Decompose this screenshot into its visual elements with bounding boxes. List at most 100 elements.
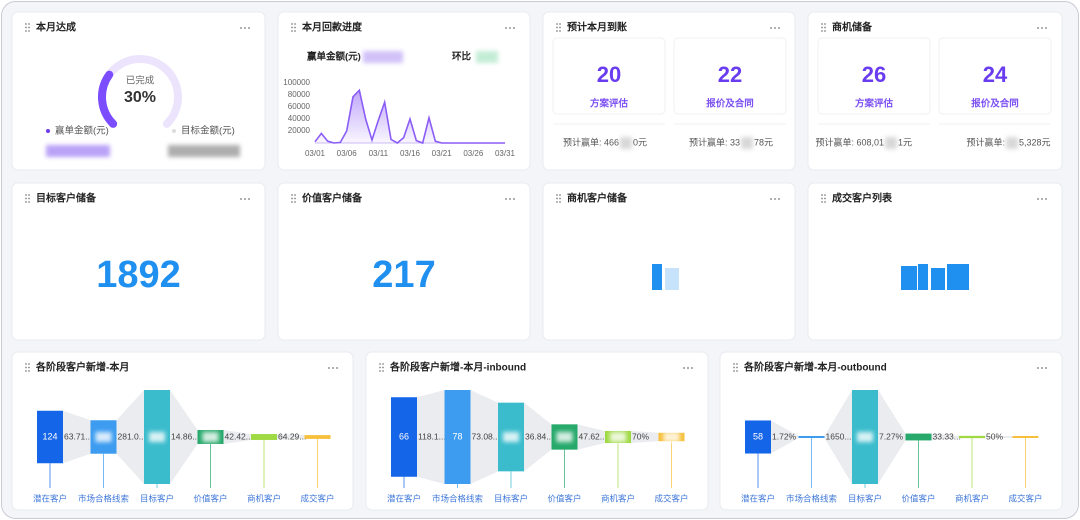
drag-handle-dot bbox=[559, 194, 561, 196]
metric-name: 方案评估 bbox=[855, 98, 894, 110]
drag-handle-dot bbox=[28, 197, 30, 200]
drag-handle-dot bbox=[294, 30, 296, 32]
conversion-rate: 1.72% bbox=[772, 431, 797, 441]
x-tick-label: 03/16 bbox=[400, 149, 421, 158]
drag-handle-dot bbox=[559, 201, 561, 203]
more-menu-dot bbox=[332, 367, 334, 369]
more-menu-dot bbox=[244, 198, 246, 200]
masked-value bbox=[620, 137, 632, 149]
masked-value bbox=[1006, 137, 1018, 149]
drag-handle-dot bbox=[824, 194, 826, 196]
more-menu-dot bbox=[248, 198, 250, 200]
x-tick-label: 03/11 bbox=[369, 149, 389, 158]
label: 环比 bbox=[452, 51, 472, 63]
more-menu-dot bbox=[1037, 198, 1039, 200]
funnel-connector bbox=[771, 420, 799, 454]
masked-number bbox=[652, 264, 662, 290]
card-title: 各阶段客户新增-本月 bbox=[35, 361, 129, 374]
masked-value bbox=[663, 432, 680, 442]
drag-handle-dot bbox=[736, 363, 738, 365]
funnel-connector bbox=[170, 390, 198, 484]
more-menu-dot bbox=[240, 27, 242, 29]
stage-label: 商机客户 bbox=[247, 493, 281, 503]
footer-text: 预计赢单: 33 bbox=[689, 136, 740, 147]
more-menu-dot bbox=[1041, 367, 1043, 369]
more-menu-dot bbox=[1045, 367, 1047, 369]
drag-handle-dot bbox=[25, 370, 27, 372]
drag-handle-dot bbox=[291, 197, 293, 200]
drag-handle-dot bbox=[291, 26, 293, 29]
stage-label: 目标客户 bbox=[140, 493, 174, 503]
card-title: 本月回款进度 bbox=[302, 21, 363, 34]
more-menu-dot bbox=[513, 198, 515, 200]
bar bbox=[251, 434, 277, 440]
stage-label: 潜在客户 bbox=[741, 493, 775, 503]
funnel-connector bbox=[878, 390, 906, 484]
funnel-connector bbox=[524, 402, 552, 472]
drag-handle-dot bbox=[382, 363, 384, 365]
drag-handle-dot bbox=[821, 197, 823, 200]
more-menu-dot bbox=[774, 198, 776, 200]
conversion-rate: 33.33... bbox=[933, 431, 961, 441]
more-menu-dot bbox=[509, 198, 511, 200]
metric-name: 报价及合同 bbox=[971, 98, 1019, 110]
card-title: 预计本月到账 bbox=[567, 21, 627, 34]
gauge-value: 30% bbox=[124, 89, 156, 106]
stage-label: 市场合格线索 bbox=[786, 493, 837, 503]
masked-value bbox=[95, 432, 112, 442]
drag-handle-dot bbox=[291, 201, 293, 203]
conversion-rate: 73.08... bbox=[472, 431, 500, 441]
stage-label: 目标客户 bbox=[494, 493, 528, 503]
x-tick-label: 03/26 bbox=[463, 149, 484, 158]
more-menu-dot bbox=[328, 367, 330, 369]
footer-text: 0元 bbox=[633, 137, 647, 147]
more-menu-dot bbox=[240, 198, 242, 200]
more-menu-dot bbox=[505, 198, 507, 200]
card-title: 本月达成 bbox=[36, 21, 76, 34]
more-menu-dot bbox=[1041, 198, 1043, 200]
drag-handle-dot bbox=[25, 201, 27, 203]
drag-handle-dot bbox=[559, 30, 561, 32]
drag-handle-dot bbox=[556, 30, 558, 32]
drag-handle-dot bbox=[291, 30, 293, 32]
more-menu-dot bbox=[244, 27, 246, 29]
drag-handle-dot bbox=[824, 201, 826, 203]
conversion-rate: 70% bbox=[632, 431, 649, 441]
footer-text: 预计赢单: bbox=[966, 136, 1005, 147]
drag-handle-dot bbox=[379, 370, 381, 372]
stage-label: 目标客户 bbox=[848, 493, 882, 503]
x-tick-label: 03/06 bbox=[337, 149, 358, 158]
more-menu-dot bbox=[509, 27, 511, 29]
footer-text: 1元 bbox=[898, 137, 912, 147]
drag-handle-dot bbox=[556, 23, 558, 25]
legend-swatch bbox=[172, 129, 176, 133]
more-menu-dot bbox=[687, 367, 689, 369]
conversion-rate: 118.1... bbox=[418, 431, 446, 441]
card-title: 商机储备 bbox=[832, 21, 873, 34]
card-title: 各阶段客户新增-本月-inbound bbox=[389, 361, 526, 374]
drag-handle-dot bbox=[25, 194, 27, 196]
drag-handle-dot bbox=[821, 26, 823, 29]
stage-label: 潜在客户 bbox=[387, 493, 421, 503]
label: 赢单金额(元) bbox=[307, 51, 361, 63]
funnel-connector bbox=[470, 390, 498, 484]
masked-value bbox=[168, 145, 240, 157]
drag-handle-dot bbox=[559, 26, 561, 29]
more-menu-dot bbox=[683, 367, 685, 369]
big-number: 217 bbox=[372, 254, 435, 296]
drag-handle-dot bbox=[733, 370, 735, 372]
stage-label: 成交客户 bbox=[300, 493, 334, 503]
drag-handle-dot bbox=[824, 197, 826, 200]
stage-label: 市场合格线索 bbox=[78, 493, 129, 503]
funnel-connector bbox=[63, 410, 91, 464]
metric-value: 24 bbox=[983, 62, 1008, 87]
drag-handle-dot bbox=[25, 363, 27, 365]
drag-handle-dot bbox=[25, 23, 27, 25]
conversion-rate: 50% bbox=[986, 431, 1003, 441]
drag-handle-dot bbox=[294, 23, 296, 25]
bar bbox=[1012, 436, 1039, 438]
gauge-progress bbox=[98, 70, 118, 128]
card bbox=[807, 182, 1063, 341]
masked-value bbox=[741, 137, 753, 149]
